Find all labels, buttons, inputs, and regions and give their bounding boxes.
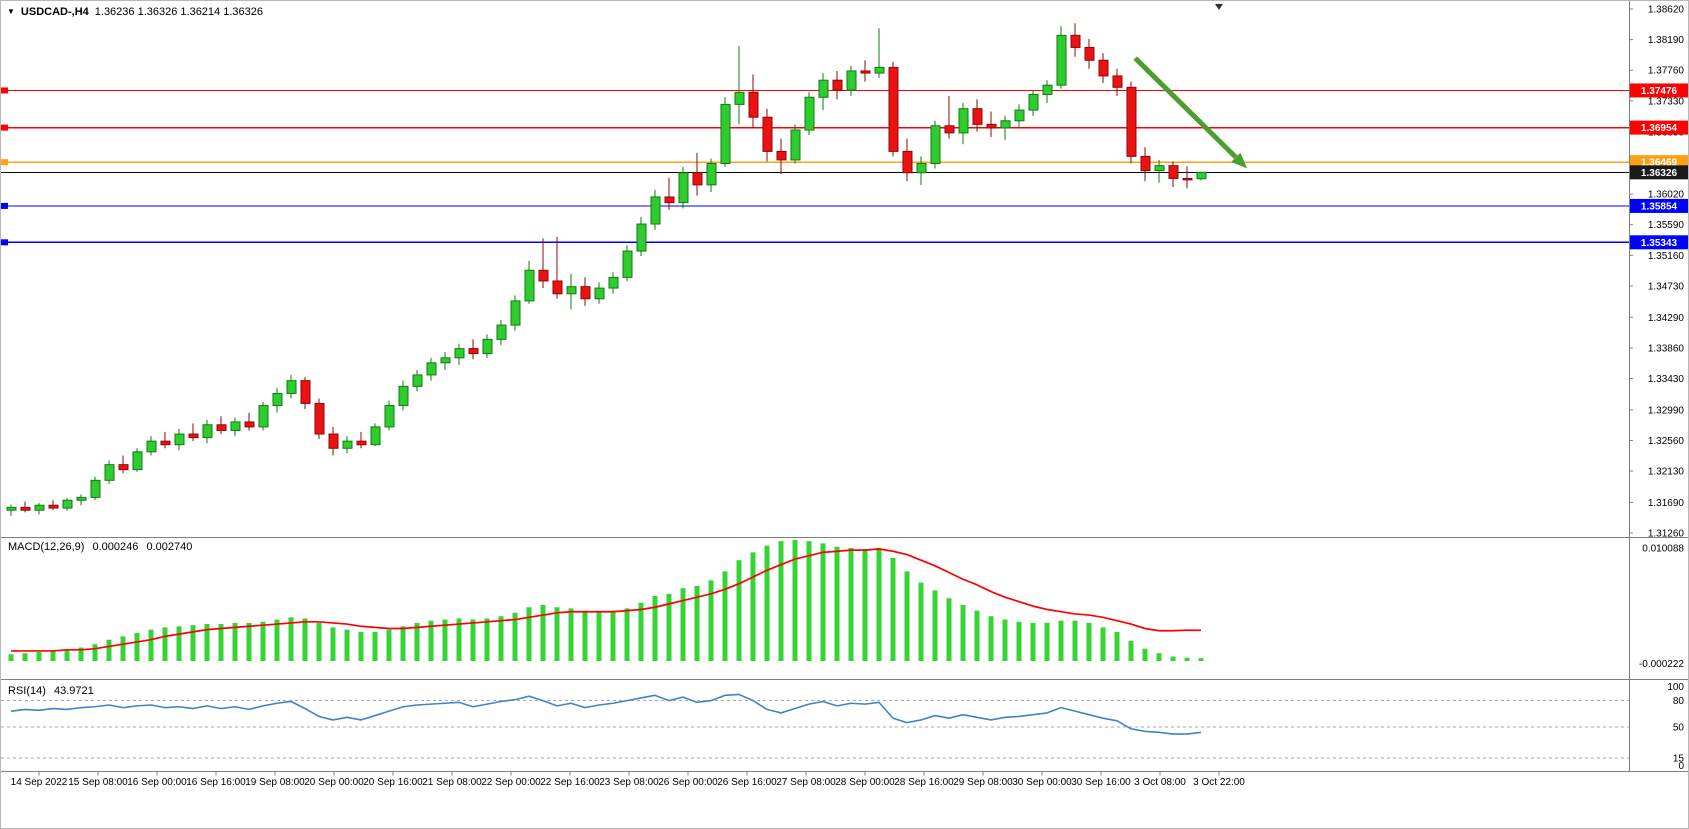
svg-text:15 Sep 08:00: 15 Sep 08:00 bbox=[68, 777, 128, 788]
svg-text:30 Sep 00:00: 30 Sep 00:00 bbox=[1012, 777, 1072, 788]
svg-text:-0.000222: -0.000222 bbox=[1639, 659, 1684, 670]
svg-text:1.35343: 1.35343 bbox=[1641, 238, 1678, 249]
chart-title: ▼ USDCAD-,H4 1.36236 1.36326 1.36214 1.3… bbox=[7, 6, 263, 18]
svg-text:28 Sep 16:00: 28 Sep 16:00 bbox=[894, 777, 954, 788]
svg-text:1.31690: 1.31690 bbox=[1648, 498, 1685, 509]
svg-text:0.010088: 0.010088 bbox=[1642, 544, 1684, 555]
svg-text:1.35590: 1.35590 bbox=[1648, 220, 1685, 231]
svg-text:19 Sep 08:00: 19 Sep 08:00 bbox=[245, 777, 305, 788]
svg-text:1.32560: 1.32560 bbox=[1648, 436, 1685, 447]
svg-text:1.37330: 1.37330 bbox=[1648, 96, 1685, 107]
svg-text:21 Sep 08:00: 21 Sep 08:00 bbox=[422, 777, 482, 788]
macd-signal-current-value: 0.002740 bbox=[146, 541, 193, 553]
candlestick-series bbox=[6, 23, 1207, 516]
macd-indicator-label: MACD(12,26,9) 0.000246 0.002740 bbox=[8, 541, 192, 553]
rsi-axis[interactable]: 100 80 50 150 bbox=[1667, 682, 1684, 772]
svg-text:27 Sep 08:00: 27 Sep 08:00 bbox=[776, 777, 836, 788]
svg-text:22 Sep 00:00: 22 Sep 00:00 bbox=[481, 777, 541, 788]
svg-text:1.34730: 1.34730 bbox=[1648, 281, 1685, 292]
svg-text:26 Sep 00:00: 26 Sep 00:00 bbox=[658, 777, 718, 788]
svg-text:1.37760: 1.37760 bbox=[1648, 66, 1685, 77]
svg-text:1.33860: 1.33860 bbox=[1648, 343, 1685, 354]
rsi-current-value: 43.9721 bbox=[53, 685, 94, 697]
macd-current-value: 0.000246 bbox=[92, 541, 139, 553]
svg-text:20 Sep 16:00: 20 Sep 16:00 bbox=[363, 777, 423, 788]
svg-text:50: 50 bbox=[1673, 723, 1685, 734]
hline-left-handle bbox=[1, 87, 8, 94]
svg-text:3 Oct 08:00: 3 Oct 08:00 bbox=[1134, 777, 1186, 788]
symbol-dropdown-icon[interactable]: ▼ bbox=[7, 7, 15, 16]
svg-text:3 Oct 22:00: 3 Oct 22:00 bbox=[1193, 777, 1245, 788]
svg-text:1.31260: 1.31260 bbox=[1648, 529, 1685, 540]
ohlc-values: 1.36236 1.36326 1.36214 1.36326 bbox=[94, 6, 263, 18]
svg-text:28 Sep 00:00: 28 Sep 00:00 bbox=[835, 777, 895, 788]
svg-text:1.33430: 1.33430 bbox=[1648, 374, 1685, 385]
svg-text:20 Sep 00:00: 20 Sep 00:00 bbox=[304, 777, 364, 788]
svg-text:16 Sep 16:00: 16 Sep 16:00 bbox=[186, 777, 246, 788]
svg-text:1.32990: 1.32990 bbox=[1648, 405, 1685, 416]
hline-left-handle bbox=[1, 202, 8, 209]
rsi-level-lines bbox=[1, 700, 1629, 759]
svg-text:1.37476: 1.37476 bbox=[1641, 86, 1678, 97]
rsi-indicator-label: RSI(14) 43.9721 bbox=[8, 685, 94, 697]
pane-separators[interactable] bbox=[1, 1, 1689, 772]
svg-text:1.32130: 1.32130 bbox=[1648, 467, 1685, 478]
horizontal-lines[interactable] bbox=[1, 87, 1629, 246]
svg-text:1.38190: 1.38190 bbox=[1648, 35, 1685, 46]
svg-text:26 Sep 16:00: 26 Sep 16:00 bbox=[717, 777, 777, 788]
svg-text:15: 15 bbox=[1673, 753, 1685, 764]
svg-text:0: 0 bbox=[1678, 761, 1684, 772]
hline-left-handle bbox=[1, 124, 8, 131]
price-axis[interactable]: 1.386201.381901.377601.373301.368901.364… bbox=[1629, 5, 1684, 540]
macd-signal-line bbox=[11, 548, 1202, 652]
chart-shift-marker[interactable] bbox=[1215, 4, 1223, 10]
svg-text:1.36954: 1.36954 bbox=[1641, 123, 1678, 134]
macd-name: MACD(12,26,9) bbox=[8, 541, 85, 553]
svg-text:1.34290: 1.34290 bbox=[1648, 313, 1685, 324]
time-axis[interactable]: 14 Sep 2022 15 Sep 08:00 16 Sep 00:00 16 Se… bbox=[11, 771, 1246, 789]
svg-text:1.36326: 1.36326 bbox=[1641, 168, 1678, 179]
price-tags: 1.37476 1.36954 1.36469 1.35854 1.35343 1.363… bbox=[1630, 83, 1688, 250]
rsi-line bbox=[10, 693, 1202, 735]
macd-axis[interactable]: 0.010088 -0.000222 bbox=[1639, 544, 1684, 670]
svg-text:1.38620: 1.38620 bbox=[1648, 5, 1685, 16]
svg-text:1.35160: 1.35160 bbox=[1648, 251, 1685, 262]
svg-text:100: 100 bbox=[1667, 682, 1684, 693]
rsi-name: RSI(14) bbox=[8, 685, 46, 697]
svg-text:22 Sep 16:00: 22 Sep 16:00 bbox=[540, 777, 600, 788]
svg-text:80: 80 bbox=[1673, 696, 1685, 707]
svg-text:1.36020: 1.36020 bbox=[1648, 190, 1685, 201]
hline-left-handle bbox=[1, 159, 8, 166]
svg-text:23 Sep 08:00: 23 Sep 08:00 bbox=[599, 777, 659, 788]
svg-text:14 Sep 2022: 14 Sep 2022 bbox=[11, 777, 68, 788]
trend-arrow[interactable] bbox=[1133, 56, 1248, 169]
svg-text:1.35854: 1.35854 bbox=[1641, 201, 1678, 212]
symbol-timeframe-label: USDCAD-,H4 bbox=[20, 6, 89, 18]
macd-histogram bbox=[8, 540, 1204, 661]
hline-left-handle bbox=[1, 239, 8, 246]
svg-text:16 Sep 00:00: 16 Sep 00:00 bbox=[127, 777, 187, 788]
svg-text:30 Sep 16:00: 30 Sep 16:00 bbox=[1071, 777, 1131, 788]
svg-text:1.36469: 1.36469 bbox=[1641, 158, 1678, 169]
svg-text:29 Sep 08:00: 29 Sep 08:00 bbox=[953, 777, 1013, 788]
